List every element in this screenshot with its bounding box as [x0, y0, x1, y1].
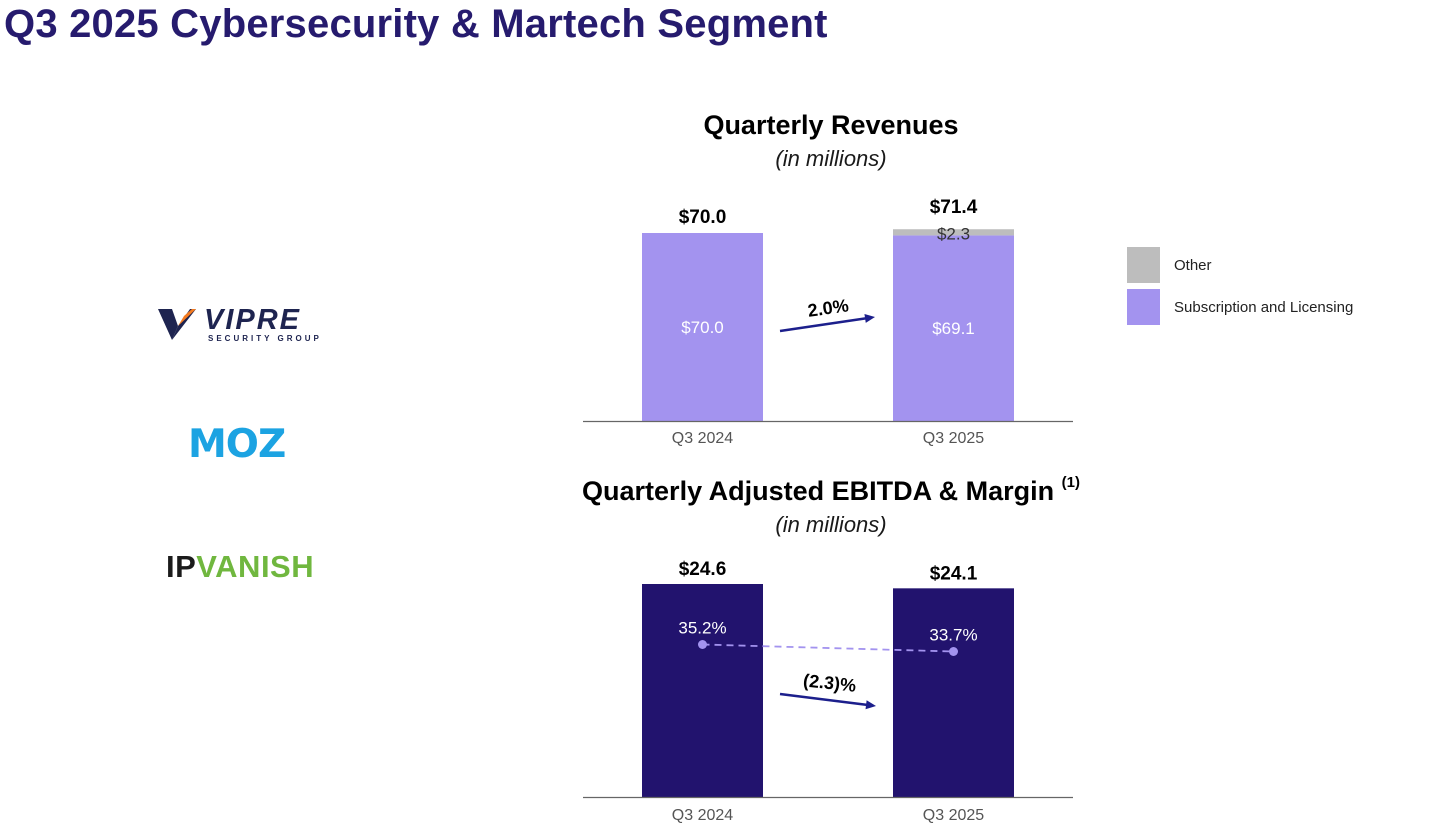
legend-swatch-subscription: [1127, 289, 1160, 325]
revenue-subscription-label: $69.1: [932, 319, 975, 338]
ebitda-margin-line: [702, 643, 954, 653]
revenue-total-label: $70.0: [679, 207, 727, 228]
legend-label-subscription: Subscription and Licensing: [1174, 298, 1354, 316]
ebitda-chart-title-text: Quarterly Adjusted EBITDA & Margin: [582, 476, 1055, 506]
vipre-logo-tagline: SECURITY GROUP: [208, 334, 322, 343]
ebitda-change-arrow-shaft: [779, 692, 871, 707]
ebitda-chart-subtitle: (in millions): [775, 512, 887, 537]
legend-swatch-other: [1127, 247, 1160, 283]
revenue-x-tick-label: Q3 2024: [672, 430, 733, 447]
revenue-subscription-label: $70.0: [681, 318, 724, 337]
ebitda-x-tick-label: Q3 2024: [672, 807, 733, 824]
ebitda-x-tick-label: Q3 2025: [923, 807, 984, 824]
ipvanish-logo-vanish: VANISH: [196, 549, 315, 584]
revenue-chart-title: Quarterly Revenues: [703, 110, 959, 140]
vipre-mark-icon: [158, 309, 196, 340]
ipvanish-logo: IPVANISH: [166, 549, 314, 585]
ebitda-chart-footnote: (1): [1061, 474, 1080, 491]
revenue-total-label: $71.4: [930, 197, 978, 218]
ebitda-bar: [893, 588, 1014, 797]
ebitda-margin-point: [698, 640, 707, 649]
revenue-bar-other: [893, 229, 1014, 236]
legend-item-other: Other: [1127, 247, 1353, 283]
ebitda-value-label: $24.1: [930, 563, 978, 584]
ebitda-change-arrow-head: [865, 700, 876, 710]
revenue-chart: $70.0$70.0Q3 2024$2.3$69.1$71.4Q3 20252.…: [583, 197, 1073, 447]
revenue-legend: Other Subscription and Licensing: [1127, 247, 1353, 331]
revenue-other-label: $2.3: [937, 224, 970, 243]
page-title: Q3 2025 Cybersecurity & Martech Segment: [4, 2, 828, 46]
ebitda-value-label: $24.6: [679, 559, 727, 580]
revenue-change-arrow-shaft: [779, 316, 870, 333]
ebitda-change-label: (2.3)%: [802, 670, 857, 695]
ebitda-margin-label: 35.2%: [678, 619, 726, 638]
ipvanish-logo-ip: IP: [166, 549, 197, 584]
vipre-logo-text: VIPRE: [204, 304, 302, 336]
ebitda-margin-point: [949, 647, 958, 656]
revenue-bar-subscription: [893, 235, 1014, 421]
revenue-bar-subscription: [642, 233, 763, 421]
moz-logo-text: MOZ: [188, 422, 286, 467]
ebitda-margin-label: 33.7%: [929, 626, 977, 645]
legend-item-subscription: Subscription and Licensing: [1127, 289, 1353, 325]
revenue-change-arrow-head: [864, 314, 875, 323]
legend-label-other: Other: [1174, 256, 1212, 274]
revenue-x-tick-label: Q3 2025: [923, 430, 984, 447]
ebitda-chart-title: Quarterly Adjusted EBITDA & Margin (1): [0, 474, 1440, 507]
revenue-chart-subtitle: (in millions): [775, 146, 887, 171]
ebitda-bar: [642, 584, 763, 797]
moz-logo: MOZ: [188, 422, 286, 467]
